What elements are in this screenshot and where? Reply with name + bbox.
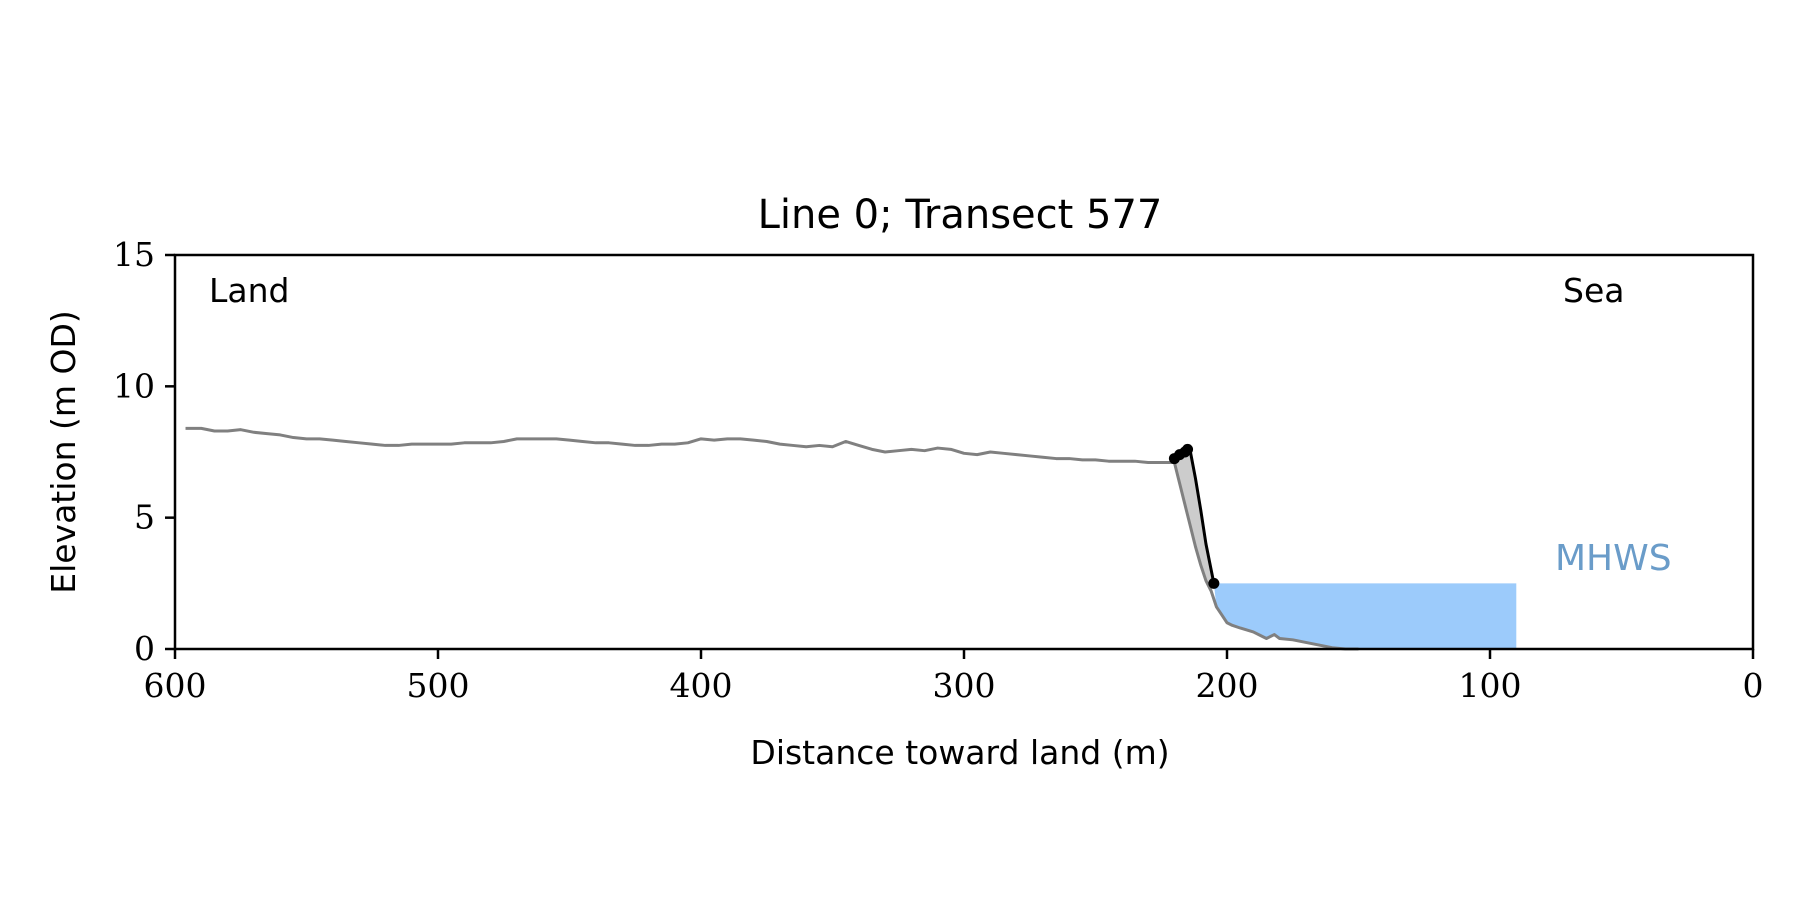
y-tick-label: 5 bbox=[134, 498, 155, 537]
y-tick-label: 15 bbox=[113, 235, 155, 274]
cliff-marker bbox=[1182, 443, 1194, 455]
y-axis: 0 5 10 15 bbox=[113, 235, 175, 668]
sea-label: Sea bbox=[1563, 271, 1624, 310]
x-tick-label: 600 bbox=[144, 666, 207, 705]
cliff-shade-area bbox=[1174, 448, 1214, 592]
mhws-label: MHWS bbox=[1555, 538, 1672, 579]
y-tick-label: 10 bbox=[113, 366, 155, 405]
x-tick-label: 400 bbox=[670, 666, 733, 705]
x-tick-label: 500 bbox=[407, 666, 470, 705]
y-tick-label: 0 bbox=[134, 629, 155, 668]
y-axis-label: Elevation (m OD) bbox=[44, 310, 83, 594]
x-axis-label: Distance toward land (m) bbox=[750, 733, 1169, 772]
chart-title: Line 0; Transect 577 bbox=[758, 192, 1163, 238]
x-axis: 600 500 400 300 200 100 0 bbox=[144, 649, 1764, 705]
mhws-water-area bbox=[1213, 583, 1517, 649]
cliff-marker bbox=[1208, 577, 1220, 589]
x-tick-label: 0 bbox=[1743, 666, 1764, 705]
plot-area bbox=[185, 426, 1517, 651]
profile-line bbox=[185, 426, 1359, 651]
land-label: Land bbox=[209, 271, 289, 310]
x-tick-label: 200 bbox=[1196, 666, 1259, 705]
x-tick-label: 100 bbox=[1459, 666, 1522, 705]
x-tick-label: 300 bbox=[933, 666, 996, 705]
